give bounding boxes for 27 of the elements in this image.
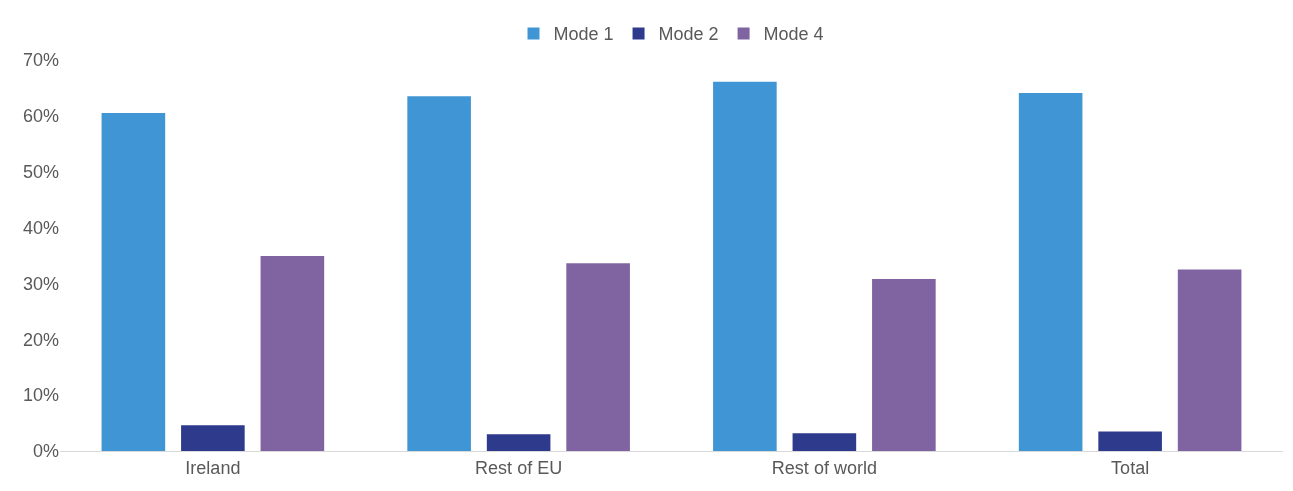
y-tick-label: 70% [22,50,59,71]
legend-label: Mode 2 [658,24,719,45]
x-tick-label: Rest of world [771,457,877,478]
y-tick-label: 40% [22,217,59,238]
y-tick-label: 50% [22,162,59,183]
y-tick-label: 60% [22,106,59,127]
bar [486,434,551,451]
x-tick-label: Total [1111,457,1150,478]
y-tick-label: 10% [22,385,59,406]
x-tick-label: Rest of EU [475,457,563,478]
bar [1018,92,1083,451]
bar [181,425,245,451]
y-tick-label: 0% [32,441,59,462]
bar [260,256,325,451]
bar [407,96,471,451]
legend-label: Mode 1 [553,24,614,45]
bar [566,263,630,451]
x-tick-label: Ireland [185,457,241,478]
bar [1177,269,1242,451]
bar [713,81,777,451]
bar [101,113,166,451]
bar [1098,431,1162,451]
y-tick-label: 20% [22,329,59,350]
bar [872,278,936,451]
y-tick-label: 30% [22,273,59,294]
bar [792,433,857,451]
legend-label: Mode 4 [763,24,824,45]
